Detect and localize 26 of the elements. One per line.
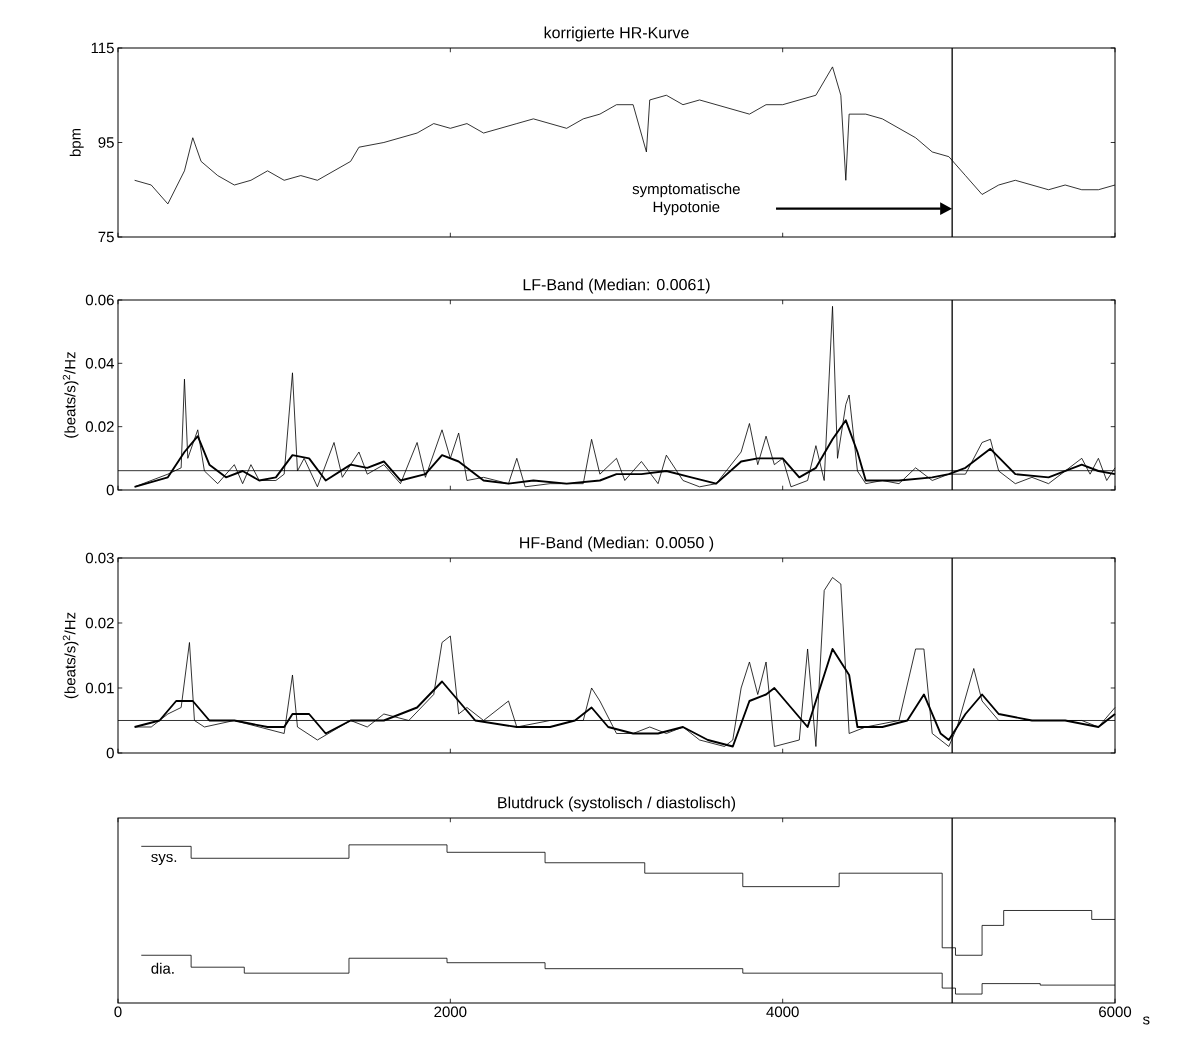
y-axis-title: (beats/s)$^{2}$/Hz <box>62 352 79 438</box>
y-tick-label: 0.01 <box>85 682 114 694</box>
y-tick-label: 0.06 <box>85 294 114 306</box>
y-tick-label: 0.02 <box>85 617 114 629</box>
annotation: symptomatische Hypotonie <box>632 183 740 216</box>
y-tick-label: 0.04 <box>85 358 115 369</box>
y-tick-label: 0 <box>106 747 114 759</box>
x-tick-label: 2000 <box>434 1006 467 1018</box>
chart-title: Blutdruck (systolisch / diastolisch) <box>498 796 736 812</box>
y-tick-label: 0 <box>106 484 114 496</box>
series-label: dia. <box>151 962 174 974</box>
x-tick-label: 4000 <box>766 1006 799 1018</box>
y-tick-label: 0.02 <box>85 421 114 432</box>
chart-title: LF-Band (Median: 0.0061) <box>523 278 710 294</box>
x-axis-title: s <box>1142 1016 1150 1025</box>
x-tick-label: 6000 <box>1099 1006 1132 1018</box>
y-tick-label: 115 <box>91 42 114 54</box>
y-tick-label: 0.03 <box>85 552 114 564</box>
chart-title: korrigierte HR-Kurve <box>544 26 689 42</box>
y-tick-label: 95 <box>98 137 114 148</box>
y-tick-label: 75 <box>98 231 114 243</box>
y-axis-title: (beats/s)$^{2}$/Hz <box>62 612 79 699</box>
y-axis-title: bpm <box>69 128 84 157</box>
series-label: sys. <box>151 853 177 866</box>
chart-title: HF-Band (Median: 0.0050 ) <box>520 536 714 552</box>
x-tick-label: 0 <box>114 1006 122 1018</box>
